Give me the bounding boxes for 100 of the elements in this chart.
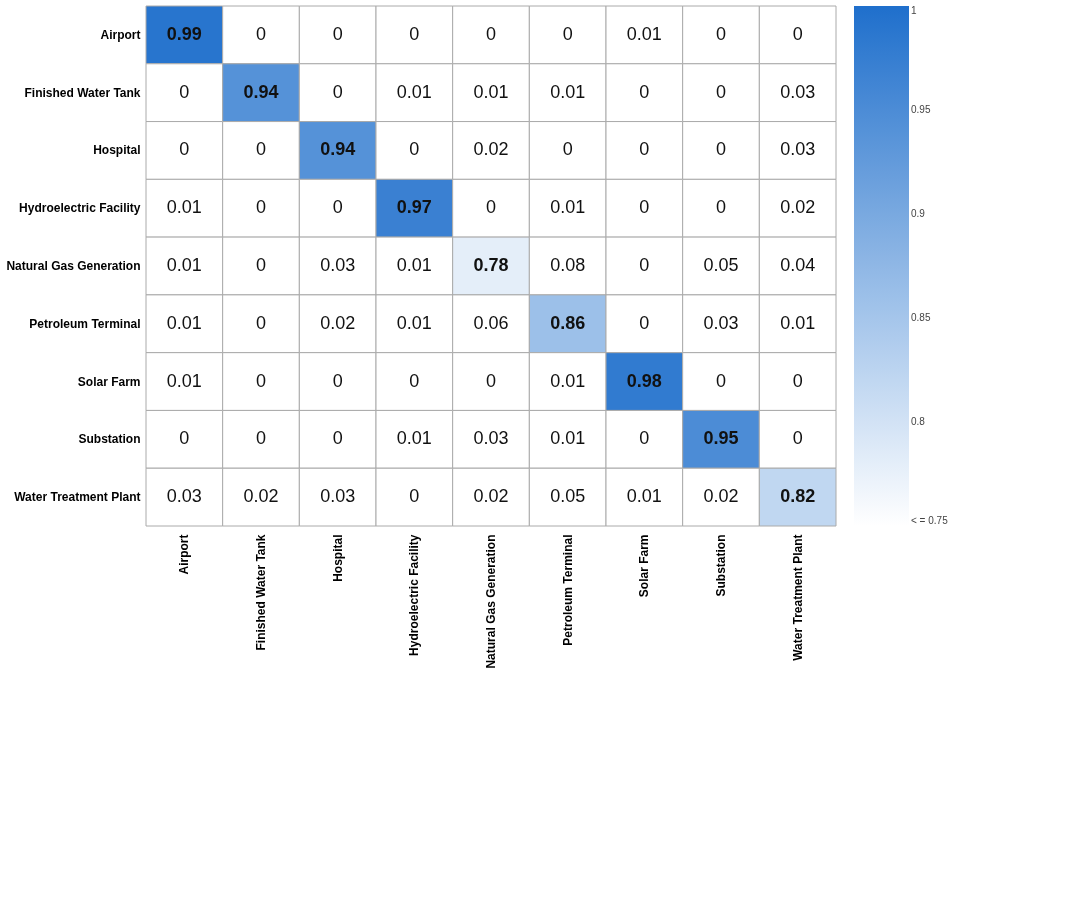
data-label: 0.01 <box>166 370 202 391</box>
data-label: 0 <box>255 139 267 160</box>
data-label: 0.02 <box>243 486 279 507</box>
data-label: 0 <box>792 370 803 391</box>
data-label: 0.94 <box>243 81 279 102</box>
data-label: 0 <box>792 428 803 449</box>
data-label: 0 <box>792 23 803 44</box>
data-label: 0 <box>179 428 190 449</box>
x-tick-label: Airport <box>177 534 192 575</box>
data-label: 0 <box>332 428 343 449</box>
x-tick-label: Hospital <box>330 534 345 582</box>
data-label: 0.01 <box>780 312 816 333</box>
color-bar-label: 1 <box>911 5 917 16</box>
data-label: 0.01 <box>396 312 432 333</box>
color-bar-label: < = 0.75 <box>911 515 949 526</box>
y-tick-label: Water Treatment Plant <box>14 490 141 505</box>
data-label: 0 <box>409 139 420 160</box>
data-label: 0 <box>485 23 497 44</box>
data-label: 0 <box>485 370 497 391</box>
data-label: 0.02 <box>320 312 356 333</box>
data-label: 0.03 <box>166 486 202 507</box>
color-bar-label: 0.9 <box>911 208 926 219</box>
data-label: 0 <box>255 255 267 275</box>
data-label: 0 <box>332 23 343 44</box>
data-label: 0 <box>562 23 573 44</box>
data-label: 0 <box>639 255 650 275</box>
data-label: 0.01 <box>166 255 202 275</box>
data-label: 0 <box>409 23 420 44</box>
data-label: 0.01 <box>396 81 432 102</box>
data-label: 0 <box>179 139 190 160</box>
data-label: 0.05 <box>550 486 586 507</box>
data-label: 0.02 <box>703 486 739 507</box>
y-tick-label: Substation <box>78 432 141 447</box>
data-label: 0 <box>255 370 267 391</box>
data-label: 0.06 <box>473 312 509 333</box>
color-bar-label: 0.8 <box>911 416 926 427</box>
data-label: 0.02 <box>473 139 509 160</box>
data-label: 0 <box>715 23 727 44</box>
color-bar-label: 0.85 <box>911 312 931 323</box>
data-label: 0.99 <box>166 23 202 44</box>
data-label: 0 <box>255 312 267 333</box>
data-label: 0.01 <box>166 197 202 218</box>
data-label: 0.01 <box>626 23 662 44</box>
data-label: 0.02 <box>473 486 509 507</box>
y-tick-label: Hydroelectric Facility <box>19 201 141 216</box>
color-bar-label: 0.95 <box>911 104 931 115</box>
data-label: 0 <box>255 197 267 218</box>
data-label: 0 <box>255 428 267 449</box>
x-tick-label: Substation <box>714 534 728 597</box>
data-label: 0.97 <box>396 197 432 218</box>
y-tick-label: Hospital <box>93 143 141 158</box>
data-label: 0 <box>332 370 343 391</box>
data-label: 0.01 <box>550 81 586 102</box>
x-tick-label: Solar Farm <box>637 534 652 598</box>
data-label: 0.01 <box>550 370 586 391</box>
data-label: 0 <box>639 139 650 160</box>
x-tick-label: Finished Water Tank <box>254 534 268 651</box>
data-label: 0.03 <box>320 486 356 507</box>
data-label: 0.01 <box>166 312 202 333</box>
data-label: 0.01 <box>396 428 432 449</box>
data-label: 0.01 <box>626 486 662 507</box>
data-label: 0 <box>332 81 343 102</box>
data-label: 0 <box>562 139 573 160</box>
data-label: 0 <box>332 197 343 218</box>
x-tick-label: Natural Gas Generation <box>484 534 498 669</box>
data-label: 0 <box>255 23 267 44</box>
data-label: 0 <box>715 370 727 391</box>
data-label: 0.03 <box>703 312 739 333</box>
y-tick-label: Finished Water Tank <box>24 85 141 100</box>
data-label: 0.98 <box>626 370 662 391</box>
data-label: 0.82 <box>780 486 816 507</box>
data-label: 0.03 <box>780 139 816 160</box>
y-tick-label: Airport <box>100 27 141 42</box>
x-tick-label: Hydroelectric Facility <box>407 534 422 656</box>
data-label: 0.86 <box>550 312 586 333</box>
x-tick-label: Water Treatment Plant <box>790 534 805 661</box>
data-label: 0.05 <box>703 255 739 275</box>
data-label: 0.03 <box>320 255 356 275</box>
data-label: 0.08 <box>550 255 586 275</box>
data-label: 0 <box>715 139 727 160</box>
data-label: 0.95 <box>703 428 739 449</box>
data-label: 0 <box>639 81 650 102</box>
data-label: 0.01 <box>550 428 586 449</box>
x-tick-label: Petroleum Terminal <box>560 534 575 646</box>
data-label: 0 <box>715 197 727 218</box>
data-label: 0 <box>639 312 650 333</box>
data-label: 0.02 <box>780 197 816 218</box>
y-tick-label: Natural Gas Generation <box>6 259 141 273</box>
data-label: 0.01 <box>550 197 586 218</box>
data-label: 0 <box>409 370 420 391</box>
data-label: 0 <box>485 197 497 218</box>
data-label: 0.01 <box>396 255 432 275</box>
data-label: 0 <box>639 197 650 218</box>
data-label: 0.03 <box>780 81 816 102</box>
data-label: 0.94 <box>320 139 356 160</box>
data-label: 0.04 <box>780 255 816 275</box>
data-label: 0.78 <box>473 255 509 275</box>
data-label: 0.03 <box>473 428 509 449</box>
data-label: 0 <box>409 486 420 507</box>
y-tick-label: Solar Farm <box>77 374 141 389</box>
